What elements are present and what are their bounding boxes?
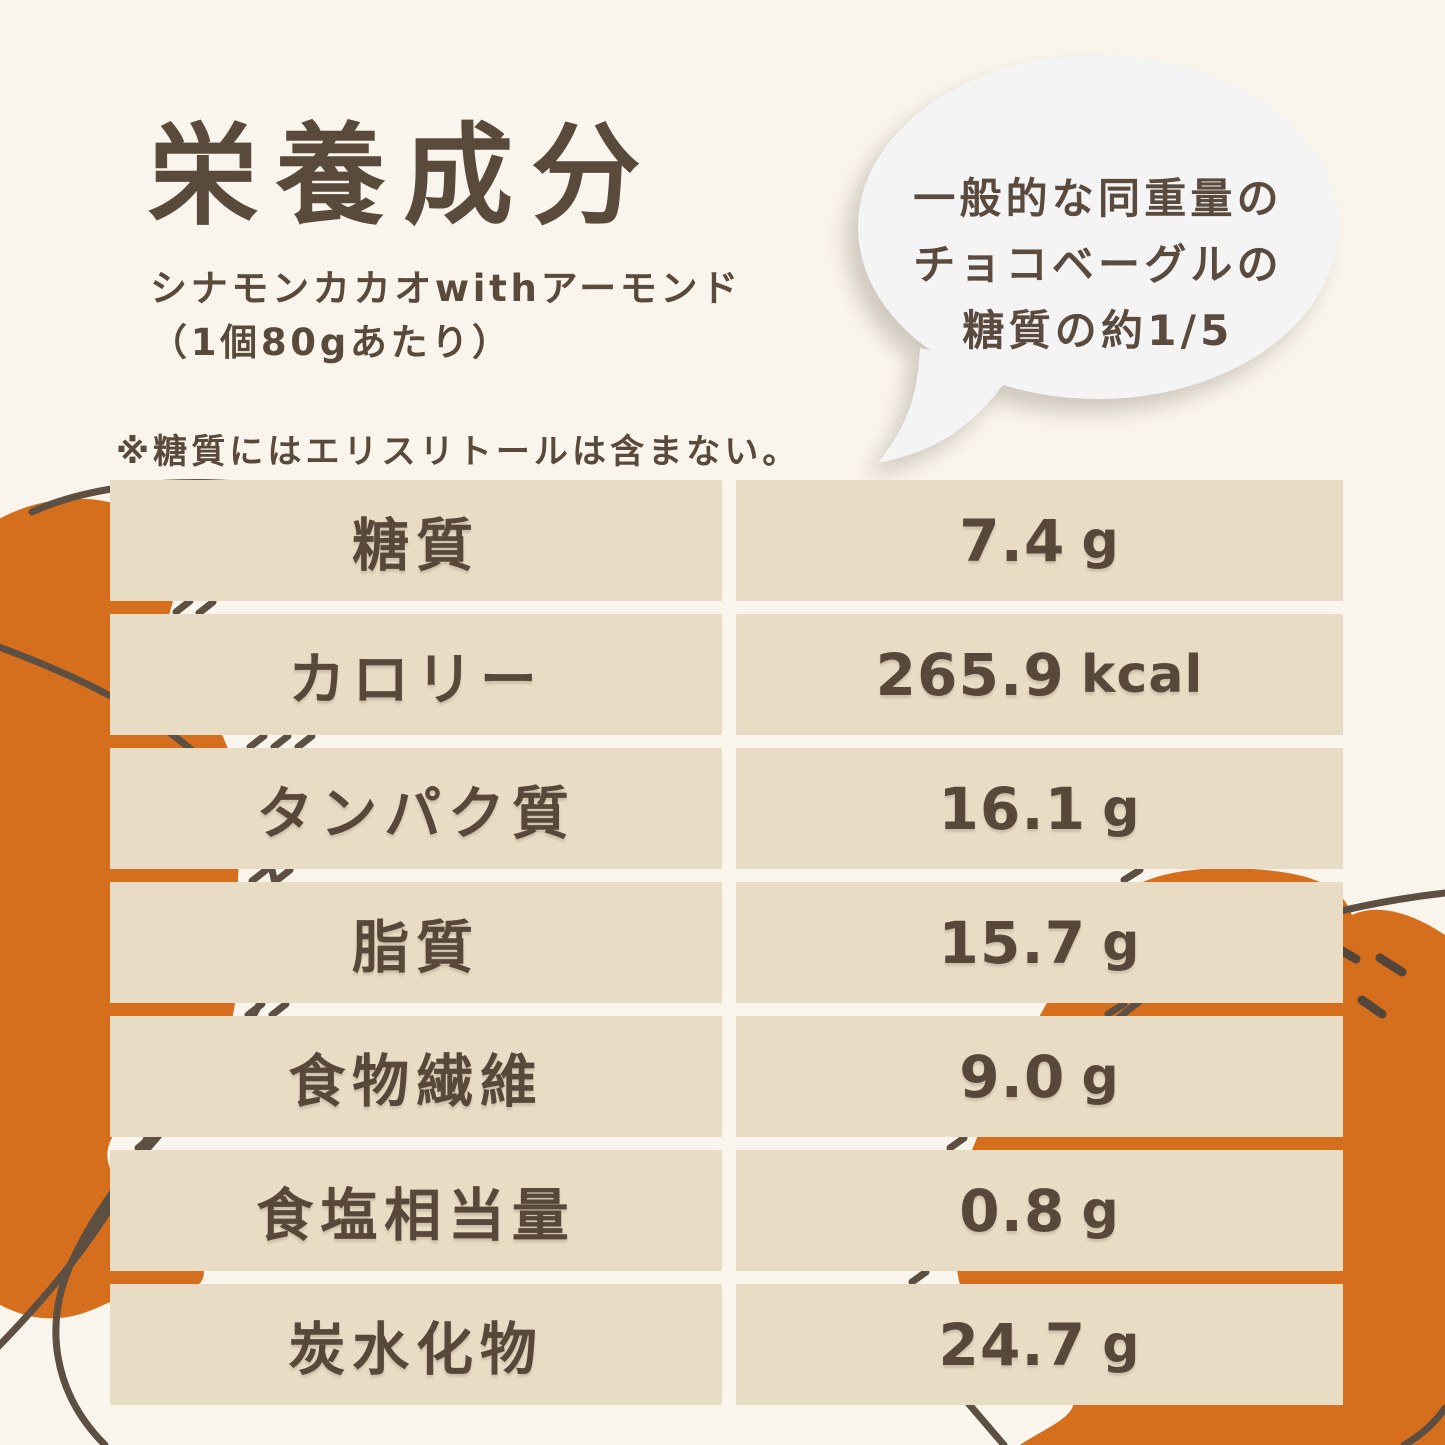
nutrient-label: 糖質 [352,512,480,579]
table-row: 糖質 7.4 g [110,480,1343,601]
nutrient-label: 食物繊維 [288,1048,544,1115]
nutrient-value: 265.9 [875,640,1065,709]
nutrient-value: 16.1 [938,774,1087,843]
nutrient-label: 脂質 [352,914,480,981]
nutrient-unit: g [1102,912,1141,973]
footnote: ※糖質にはエリスリトールは含まない。 [116,432,801,472]
row-value-cell: 16.1 g [736,748,1343,869]
nutrient-unit: g [1081,1046,1120,1107]
nutrient-label: 食塩相当量 [256,1182,576,1249]
nutrient-label: タンパク質 [256,780,576,847]
table-row: 炭水化物 24.7 g [110,1284,1343,1405]
nutrition-table: 糖質 7.4 g カロリー 265.9 kcal タンパク質 16.1 g 脂質 15… [110,480,1343,1418]
table-row: 食物繊維 9.0 g [110,1016,1343,1137]
table-row: タンパク質 16.1 g [110,748,1343,869]
seed-dashes [134,597,1144,1286]
bubble-line-1: 一般的な同重量の [913,174,1283,223]
table-row: 食塩相当量 0.8 g [110,1150,1343,1271]
nutrient-value: 7.4 [959,506,1066,575]
nutrient-value: 24.7 [938,1310,1087,1379]
product-name: シナモンカカオwithアーモンド （1個80gあたり） [150,262,742,370]
nutrient-unit: g [1081,510,1120,571]
nutrient-unit: g [1102,1314,1141,1375]
product-serving-line: （1個80gあたり） [150,321,513,364]
row-label-cell: 糖質 [110,480,722,601]
speech-bubble-text: 一般的な同重量の チョコベーグルの 糖質の約1/5 [858,166,1338,364]
nutrient-label: カロリー [288,646,544,713]
row-label-cell: 炭水化物 [110,1284,722,1405]
row-value-cell: 24.7 g [736,1284,1343,1405]
nutrient-value: 0.8 [959,1176,1066,1245]
page-title: 栄養成分 [148,112,659,240]
row-value-cell: 7.4 g [736,480,1343,601]
nutrient-label: 炭水化物 [288,1316,544,1383]
table-row: 脂質 15.7 g [110,882,1343,1003]
nutrient-unit: kcal [1080,644,1204,705]
bubble-line-3: 糖質の約1/5 [962,306,1234,355]
row-label-cell: タンパク質 [110,748,722,869]
row-value-cell: 265.9 kcal [736,614,1343,735]
row-value-cell: 0.8 g [736,1150,1343,1271]
row-value-cell: 9.0 g [736,1016,1343,1137]
product-name-line1: シナモンカカオwithアーモンド [150,267,742,310]
nutrient-unit: g [1102,778,1141,839]
speech-bubble-tail [878,348,1015,463]
row-label-cell: 食物繊維 [110,1016,722,1137]
nutrient-unit: g [1081,1180,1120,1241]
row-label-cell: 食塩相当量 [110,1150,722,1271]
row-value-cell: 15.7 g [736,882,1343,1003]
nutrient-value: 15.7 [938,908,1087,977]
row-label-cell: 脂質 [110,882,722,1003]
row-label-cell: カロリー [110,614,722,735]
table-row: カロリー 265.9 kcal [110,614,1343,735]
bubble-line-2: チョコベーグルの [913,240,1283,289]
nutrient-value: 9.0 [959,1042,1066,1111]
speech-bubble-body [858,55,1338,399]
